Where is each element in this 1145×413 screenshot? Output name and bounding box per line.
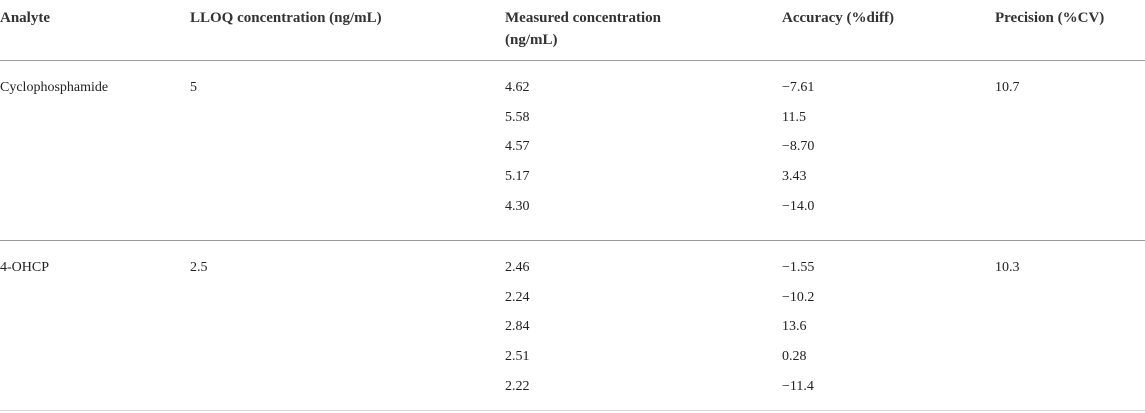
accuracy: 0.28	[782, 349, 807, 365]
analyte: 4-OHCP	[0, 260, 50, 275]
measured: 4.30	[505, 198, 530, 214]
measured: 4.62	[505, 80, 530, 95]
measured: 5.17	[505, 169, 530, 185]
header-cell: LLOQ concentration (ng/mL)	[190, 10, 382, 26]
precision: 10.7	[995, 80, 1020, 95]
accuracy: −14.0	[782, 198, 815, 214]
measured: 2.46	[505, 260, 530, 275]
lloq: 5	[190, 80, 197, 95]
header-cell: Analyte	[0, 10, 50, 26]
header-rule	[0, 60, 1145, 61]
measured: 2.84	[505, 319, 530, 335]
header-cell: Measured concentration (ng/mL)	[505, 10, 661, 48]
accuracy: 11.5	[782, 109, 806, 125]
header-cell: Precision (%CV)	[995, 10, 1105, 26]
accuracy: −1.55	[782, 260, 815, 275]
measured: 2.51	[505, 349, 530, 365]
accuracy: −10.2	[782, 289, 815, 305]
accuracy: −11.4	[782, 378, 814, 394]
bottom-rule	[0, 410, 1145, 411]
measured: 2.22	[505, 378, 530, 394]
analyte: Cyclophosphamide	[0, 80, 109, 95]
accuracy: −8.70	[782, 139, 815, 155]
precision: 10.3	[995, 260, 1020, 275]
measured: 4.57	[505, 139, 530, 155]
accuracy: 13.6	[782, 319, 807, 335]
accuracy: −7.61	[782, 80, 815, 95]
measured: 2.24	[505, 289, 530, 305]
header-cell: Accuracy (%diff)	[782, 10, 895, 26]
measured: 5.58	[505, 109, 530, 125]
accuracy: 3.43	[782, 169, 807, 185]
lloq: 2.5	[190, 260, 208, 275]
group-rule	[0, 240, 1145, 241]
